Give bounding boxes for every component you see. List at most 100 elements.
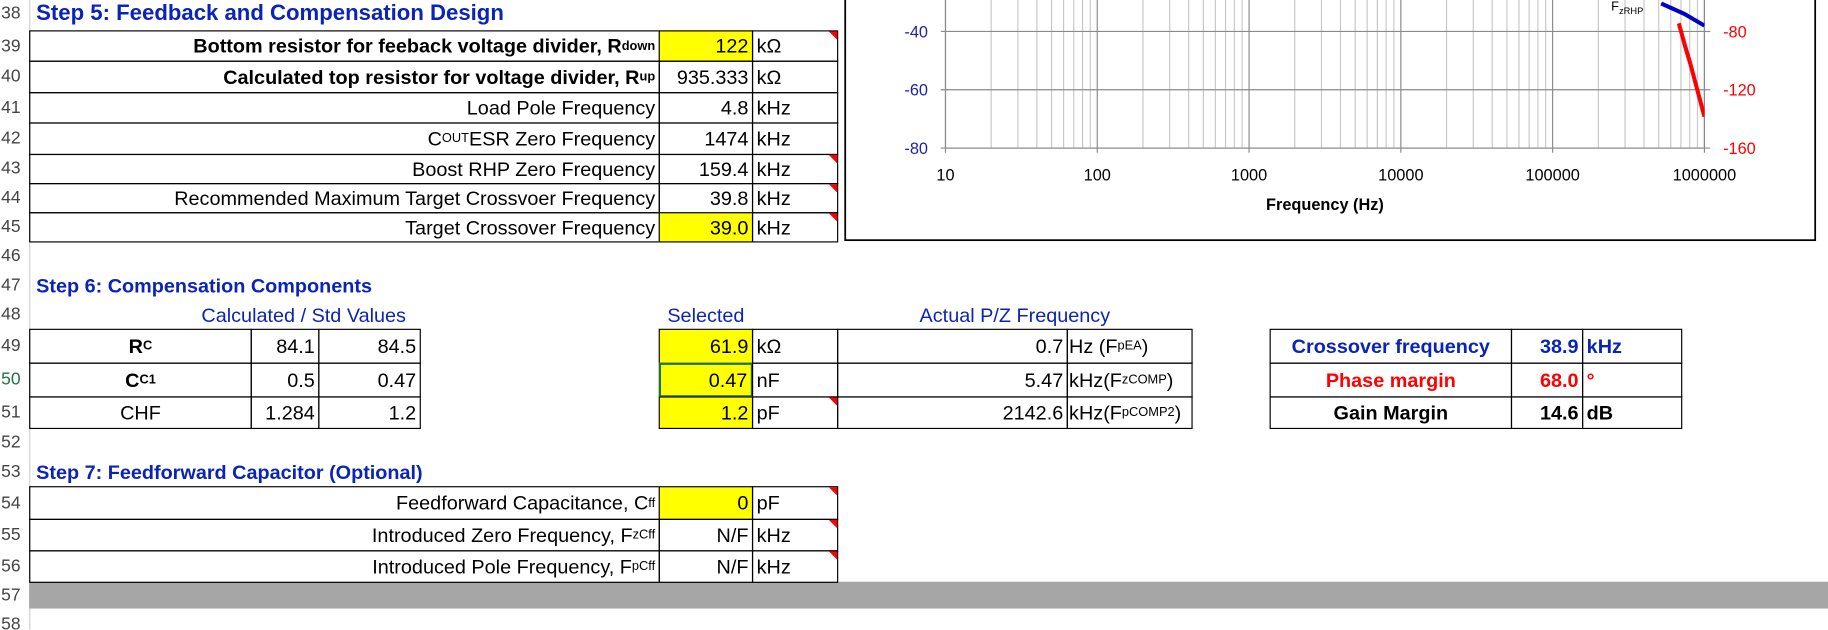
result-label: Gain Margin	[1269, 396, 1513, 430]
chart: 10 100 1000 10000 100000 1000000 -40 -60 -80 -80 -…	[844, 0, 1817, 242]
text-part: Bottom resistor for feeback voltage divi…	[193, 34, 622, 58]
section-title: Step 5: Feedback and Compensation Design	[36, 1, 504, 26]
x-tick-label: 100000	[1525, 167, 1579, 185]
actual-frequency: 0.7	[837, 328, 1068, 364]
parameter-value: N/F	[658, 518, 754, 552]
subscript: zRHP	[1619, 6, 1643, 16]
result-unit: °	[1582, 362, 1683, 398]
text-part: Introduced Zero Frequency, F	[371, 524, 633, 547]
text-part: C	[125, 368, 140, 392]
text-part: Boost RHP Zero Frequency	[412, 157, 656, 181]
text-part: ESR Zero Frequency	[469, 127, 656, 150]
row-number: 42	[1, 128, 21, 149]
row-number: 47	[1, 275, 21, 295]
row-header-divider	[29, 0, 31, 630]
result-label: Phase margin	[1269, 362, 1513, 398]
row-number: 41	[1, 97, 21, 118]
calculated-value: 1.284	[250, 396, 320, 430]
parameter-value[interactable]: 39.0	[658, 212, 754, 243]
result-label: Crossover frequency	[1269, 328, 1513, 364]
parameter-unit: kHz	[751, 550, 839, 583]
section-title: Step 6: Compensation Components	[36, 274, 372, 297]
parameter-value[interactable]: 0	[658, 486, 754, 520]
parameter-value: N/F	[658, 550, 754, 583]
parameter-unit: kHz	[751, 153, 839, 185]
y2-tick-label: -160	[1723, 140, 1756, 158]
plot-lines	[1660, 1, 1705, 118]
column-header: Actual P/Z Frequency	[919, 303, 1111, 326]
x-tick-label: 1000	[1231, 167, 1267, 185]
parameter-value: 159.4	[658, 153, 754, 185]
standard-value: 1.2	[318, 396, 421, 430]
selected-value[interactable]: 1.2	[658, 396, 754, 430]
row-number: 46	[1, 245, 21, 266]
row-57-band	[29, 581, 1828, 609]
series-line	[1660, 1, 1705, 28]
actual-unit: kHz(F pCOMP2)	[1066, 396, 1193, 430]
parameter-value: 39.8	[658, 183, 754, 214]
result-unit: kHz	[1582, 328, 1683, 364]
parameter-label: Bottom resistor for feeback voltage divi…	[29, 30, 660, 62]
parameter-label: Recommended Maximum Target Crossvoer Fre…	[29, 183, 660, 214]
parameter-unit: kHz	[751, 212, 839, 243]
row-number: 54	[1, 492, 21, 513]
y2-tick-label: -120	[1723, 82, 1756, 100]
parameter-unit: kHz	[751, 92, 839, 124]
result-unit: dB	[1582, 396, 1683, 430]
row-number: 40	[1, 66, 21, 87]
row-number: 39	[1, 35, 21, 56]
text-part: Load Pole Frequency	[466, 96, 656, 119]
row-number: 38	[1, 2, 21, 23]
component-name: CHF	[29, 396, 252, 430]
text-part: Introduced Pole Frequency, F	[372, 555, 632, 578]
section-title: Step 7: Feedforward Capacitor (Optional)	[36, 461, 423, 484]
y-tick-label: -60	[904, 82, 928, 100]
row-number: 56	[1, 556, 21, 576]
row-number: 48	[1, 304, 21, 325]
row-number: 58	[1, 613, 21, 630]
parameter-label: C OUT ESR Zero Frequency	[29, 122, 660, 156]
chart-frame	[844, 0, 1817, 242]
text-part: C	[427, 127, 442, 150]
result-value: 14.6	[1510, 396, 1584, 430]
text-part: Hz (F	[1069, 335, 1118, 358]
calculated-value: 84.1	[250, 328, 320, 364]
row-number: 49	[1, 335, 21, 356]
actual-frequency: 5.47	[837, 362, 1068, 398]
actual-unit: kHz(F zCOMP)	[1066, 362, 1193, 398]
text-part: kHz(F	[1069, 401, 1122, 424]
x-tick-label: 1000000	[1673, 167, 1737, 185]
text-part: R	[128, 335, 143, 358]
row-number: 52	[1, 432, 21, 453]
y-tick-label: -40	[904, 23, 928, 41]
actual-frequency: 2142.6	[837, 396, 1068, 430]
series-line	[1676, 22, 1705, 118]
text-part: CHF	[120, 401, 161, 424]
text-part: Calculated top resistor for voltage divi…	[223, 65, 640, 89]
parameter-label: Boost RHP Zero Frequency	[29, 153, 660, 185]
selected-value[interactable]: 61.9	[658, 328, 754, 364]
text-part: )	[1166, 368, 1174, 392]
parameter-value[interactable]: 122	[658, 30, 754, 62]
x-axis-title: Frequency (Hz)	[1266, 196, 1384, 214]
column-header: Calculated / Std Values	[201, 303, 406, 326]
parameter-label: Load Pole Frequency	[29, 92, 660, 124]
x-tick-label: 100	[1084, 167, 1111, 185]
parameter-unit: kΩ	[751, 30, 839, 62]
text-part: )	[1141, 335, 1149, 358]
text-part: F	[1611, 0, 1619, 13]
row-number: 51	[1, 402, 21, 423]
parameter-unit: kHz	[751, 518, 839, 552]
parameter-unit: kΩ	[751, 60, 839, 94]
component-name: C C1	[29, 362, 252, 398]
row-number: 57	[1, 585, 21, 606]
text-part: Target Crossover Frequency	[405, 216, 656, 239]
selected-value[interactable]: 0.47	[658, 362, 754, 398]
column-header: Selected	[667, 303, 745, 326]
text-part: Recommended Maximum Target Crossvoer Fre…	[174, 187, 656, 210]
